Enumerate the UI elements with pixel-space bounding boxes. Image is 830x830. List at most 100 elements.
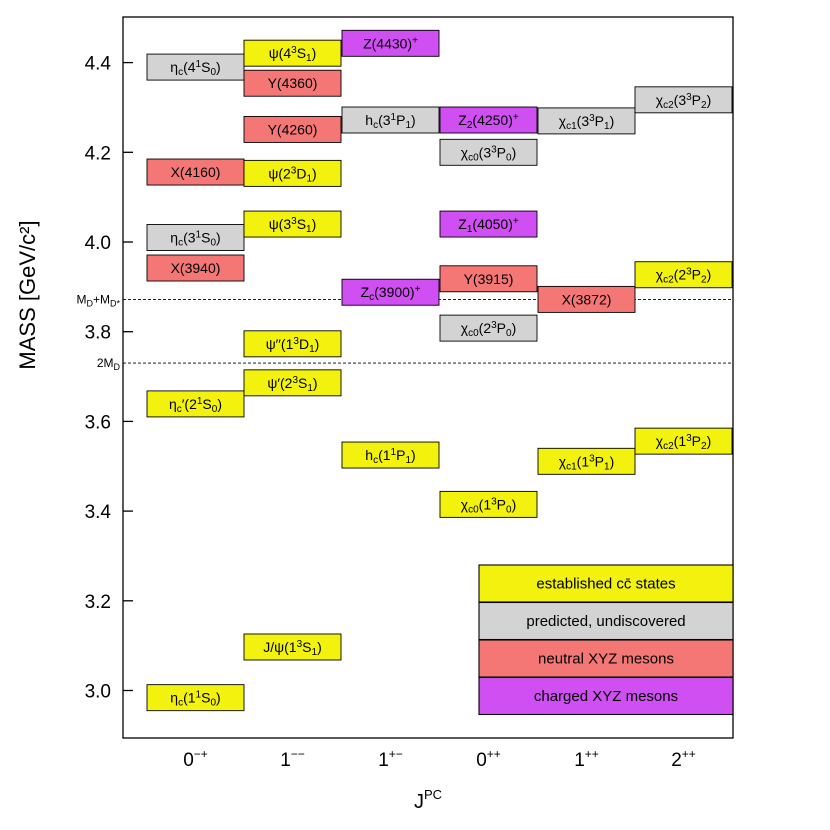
state-y-4360: Y(4360) <box>243 69 342 97</box>
state-c-41s0: ηc(41S0) <box>146 53 245 81</box>
state-z-4430: Z(4430)+ <box>341 29 440 57</box>
state-box <box>439 210 538 238</box>
x-category-label-1: 1−− <box>280 747 305 771</box>
state-label: Zc(3900)+ <box>361 284 421 303</box>
state-box <box>341 278 440 306</box>
state-label: Z1(4050)+ <box>458 216 519 235</box>
state-box <box>439 490 538 518</box>
state-c-31s0: ηc(31S0) <box>146 224 245 251</box>
state-label: ψ′′(13D1) <box>266 336 320 355</box>
state-box <box>634 86 733 114</box>
state-box <box>243 115 342 143</box>
state-j-13s1: J/ψ(13S1) <box>243 633 342 661</box>
state-zc-3900: Zc(3900)+ <box>341 278 440 306</box>
state-label: ηc(41S0) <box>170 59 220 78</box>
state-box <box>341 29 440 57</box>
legend-label-neutral: neutral XYZ mesons <box>538 651 674 668</box>
y-tick-label: 3.0 <box>85 682 111 703</box>
state-label: Y(4360) <box>268 75 318 91</box>
legend-swatch-predicted <box>478 601 734 641</box>
state-box <box>439 314 538 342</box>
state-box <box>146 390 245 418</box>
state-c2-13p2: χc2(13P2) <box>634 427 733 455</box>
state-c2-33p2: χc2(33P2) <box>634 86 733 114</box>
state-box <box>243 69 342 97</box>
legend: established cc̄ states predicted, undisco… <box>478 564 734 716</box>
state-label: X(3940) <box>171 260 221 276</box>
x-category-label-5: 2++ <box>671 747 696 771</box>
state-x-3940: X(3940) <box>146 254 245 282</box>
state-box <box>537 447 636 475</box>
state-label: hc(11P1) <box>365 447 415 466</box>
state-label: χc2(33P2) <box>656 92 712 111</box>
state-box <box>146 684 245 712</box>
state-label: ηc(11S0) <box>170 690 220 709</box>
state-c1-13p1: χc1(13P1) <box>537 447 636 475</box>
state-label: Y(4260) <box>268 121 318 137</box>
legend-swatch-charged <box>478 676 734 716</box>
state-label: J/ψ(13S1) <box>263 639 321 658</box>
y-tick-label: 3.6 <box>85 412 111 433</box>
state-43s1: ψ(43S1) <box>243 39 342 67</box>
state-label: χc0(13P0) <box>461 496 517 515</box>
state-box <box>146 224 245 251</box>
state-box <box>439 265 538 293</box>
state-c1-33p1: χc1(33P1) <box>537 107 636 135</box>
state-box <box>537 107 636 135</box>
state-box <box>243 633 342 661</box>
y-tick-label: 4.2 <box>85 143 111 164</box>
x-category-label-0: 0−+ <box>183 747 208 771</box>
state-hc-11p1: hc(11P1) <box>341 441 440 469</box>
y-axis-title: MASS [GeV/c²] <box>15 220 40 369</box>
state-c2-23p2: χc2(23P2) <box>634 261 733 289</box>
state-label: Z2(4250)+ <box>458 112 519 131</box>
state-z1-4050: Z1(4050)+ <box>439 210 538 238</box>
state-label: X(4160) <box>171 164 221 180</box>
state-label: χc0(33P0) <box>461 144 517 163</box>
state-label: χc1(13P1) <box>559 453 615 472</box>
state-label: ψ(43S1) <box>269 45 317 64</box>
state-box <box>634 427 733 455</box>
state-box <box>146 158 245 186</box>
state-box <box>146 53 245 81</box>
state-label: χc2(23P2) <box>656 267 712 286</box>
state-label: ψ′(23S1) <box>267 375 317 394</box>
state-33s1: ψ(33S1) <box>243 210 342 238</box>
x-axis: 0−+ 1−− 1+− 0++ 1++ 2++ <box>183 747 696 771</box>
y-tick-label: 3.4 <box>85 502 112 523</box>
state-box <box>537 285 636 313</box>
state-box <box>634 261 733 289</box>
state-y-4260: Y(4260) <box>243 115 342 143</box>
x-category-label-2: 1+− <box>378 747 403 771</box>
state-box <box>243 369 342 397</box>
state-box <box>243 210 342 238</box>
y-axis: 3.0 3.2 3.4 3.6 3.8 4.0 4.2 4.4 <box>85 54 133 703</box>
state-box <box>439 106 538 134</box>
state-c0-33p0: χc0(33P0) <box>439 138 538 166</box>
state-x-4160: X(4160) <box>146 158 245 186</box>
state-label: hc(31P1) <box>365 112 415 131</box>
y-tick-label: 3.8 <box>85 323 111 344</box>
legend-label-established: established cc̄ states <box>536 576 675 593</box>
state-boxes: ηc(11S0) ηc′(21S0) X(3940) ηc(31S0) X(4160) η… <box>146 29 733 712</box>
y-tick-label: 3.2 <box>85 592 111 613</box>
state-c-11s0: ηc(11S0) <box>146 684 245 712</box>
state-c0-23p0: χc0(23P0) <box>439 314 538 342</box>
state-label: Z(4430)+ <box>363 35 418 51</box>
state-13d1: ψ′′(13D1) <box>243 330 342 358</box>
state-label: χc1(33P1) <box>559 113 615 132</box>
state-box <box>243 159 342 187</box>
y-tick-label: 4.0 <box>85 233 111 254</box>
state-y-3915: Y(3915) <box>439 265 538 293</box>
legend-swatch-neutral <box>478 639 734 678</box>
state-23s1: ψ′(23S1) <box>243 369 342 397</box>
state-box <box>243 39 342 67</box>
state-label: Y(3915) <box>464 271 514 287</box>
state-c-21s0: ηc′(21S0) <box>146 390 245 418</box>
state-23d1: ψ(23D1) <box>243 159 342 187</box>
state-label: χc0(23P0) <box>461 320 517 339</box>
state-label: χc2(13P2) <box>656 433 712 452</box>
state-label: ψ(23D1) <box>268 165 316 184</box>
legend-label-predicted: predicted, undiscovered <box>526 613 685 630</box>
threshold-label-2md: 2MD <box>97 356 121 372</box>
